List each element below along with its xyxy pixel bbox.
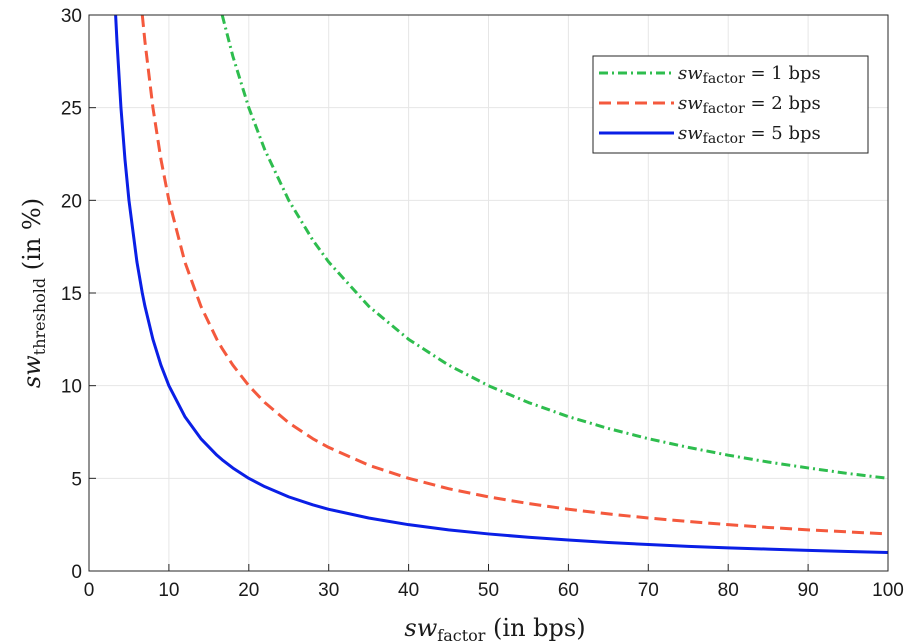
y-axis-label: swthreshold (in %) — [18, 198, 49, 388]
x-tick-label: 50 — [478, 580, 499, 601]
tick-marks — [88, 14, 889, 572]
x-tick-label: 20 — [238, 580, 259, 601]
x-tick-label: 0 — [84, 580, 95, 601]
legend-label-2bps: swfactor = 2 bps — [678, 93, 821, 117]
x-tick-label: 90 — [798, 580, 819, 601]
y-tick-labels: 0 5 10 15 20 25 30 — [61, 6, 82, 583]
y-tick-label: 25 — [61, 99, 82, 120]
y-tick-label: 15 — [61, 284, 82, 305]
legend-label-1bps: swfactor = 1 bps — [678, 63, 821, 87]
series-lines — [114, 14, 889, 554]
y-tick-label: 20 — [61, 191, 82, 212]
x-tick-label: 30 — [318, 580, 339, 601]
y-tick-label: 0 — [71, 562, 82, 583]
y-tick-label: 10 — [61, 377, 82, 398]
x-tick-label: 10 — [158, 580, 179, 601]
x-tick-labels: 0 10 20 30 40 50 60 70 80 90 100 — [84, 580, 904, 601]
x-tick-label: 70 — [638, 580, 659, 601]
legend: swfactor = 1 bps swfactor = 2 bps swfact… — [592, 55, 869, 154]
x-tick-label: 100 — [872, 580, 904, 601]
y-tick-label: 5 — [71, 469, 82, 490]
x-tick-label: 60 — [558, 580, 579, 601]
series-line-1 — [220, 14, 889, 480]
series-line-3 — [114, 14, 889, 554]
x-axis-label: swfactor (in bps) — [404, 614, 585, 644]
legend-label-5bps: swfactor = 5 bps — [678, 123, 821, 147]
x-tick-label: 40 — [398, 580, 419, 601]
x-tick-label: 80 — [718, 580, 739, 601]
y-tick-label: 30 — [61, 6, 82, 27]
series-line-2 — [140, 14, 889, 536]
